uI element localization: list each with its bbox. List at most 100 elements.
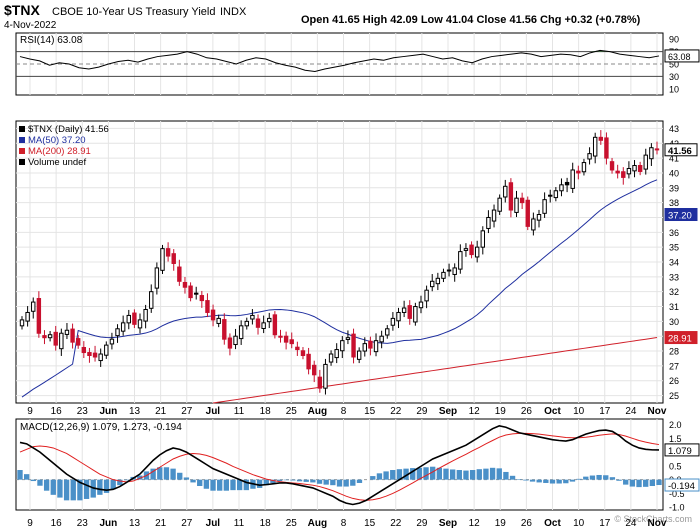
macd-histogram-bar (656, 479, 662, 486)
macd-histogram-bar (529, 479, 536, 482)
macd-x-tick-label: 22 (390, 518, 402, 529)
candle-body (379, 335, 384, 343)
macd-histogram-bar (423, 467, 429, 480)
macd-histogram-bar (37, 479, 43, 486)
rsi-value-label: 63.08 (668, 52, 691, 62)
price-x-tick-label: 22 (390, 406, 402, 417)
macd-histogram-bar (217, 479, 223, 491)
macd-frame (15, 418, 664, 511)
price-tick-label: 28 (669, 347, 679, 357)
candle-body (267, 317, 272, 323)
macd-histogram-bar (203, 479, 210, 489)
ma50-line (21, 179, 658, 398)
candle-body (581, 162, 587, 173)
macd-histogram-bar (543, 479, 549, 483)
candle-body (306, 353, 311, 370)
candle-body (210, 309, 216, 321)
macd-histogram-bar (343, 479, 349, 487)
macd-tick-label: -1.0 (669, 503, 685, 513)
price-x-tick-label: Aug (308, 406, 327, 417)
price-x-tick-label: 9 (27, 406, 33, 417)
candle-body (227, 337, 233, 349)
macd-histogram-bar (449, 469, 456, 480)
macd-histogram-bar (603, 475, 609, 480)
macd-histogram-bar (163, 467, 170, 480)
candle-body (31, 301, 36, 312)
macd-histogram-bar (443, 468, 449, 480)
price-tick-label: 40 (669, 168, 679, 178)
macd-histogram-bar (57, 479, 63, 498)
candle-body (317, 376, 323, 389)
candle-body (36, 298, 42, 334)
candle-body (115, 328, 120, 337)
macd-histogram-bar (30, 479, 36, 482)
macd-histogram-bar (390, 470, 396, 480)
macd-x-tick-label: Nov (648, 518, 667, 529)
price-tick-label: 34 (669, 258, 679, 268)
candle-body (441, 271, 446, 279)
rsi-tick-label: 50 (669, 60, 679, 70)
candle-body (632, 165, 637, 172)
macd-histogram-bar (556, 479, 562, 484)
candle-body (609, 161, 615, 171)
price-tag-ma200 (664, 331, 698, 345)
candle-body (390, 317, 396, 326)
candle-body (194, 292, 199, 295)
macd-histogram-bar (649, 479, 656, 487)
candle-body (486, 216, 491, 229)
candle-body (154, 267, 160, 289)
candle-body (216, 317, 221, 324)
macd-x-tick-label: 19 (495, 518, 507, 529)
legend-entry: MA(200) 28.91 (28, 146, 91, 157)
candle-body (92, 352, 98, 358)
candle-body (649, 147, 654, 160)
macd-x-tick-label: 15 (364, 518, 376, 529)
candle-body (497, 197, 502, 212)
macd-histogram-bar (583, 476, 589, 480)
candle-body (250, 314, 255, 320)
macd-x-tick-label: 12 (469, 518, 481, 529)
macd-histogram-bar (236, 479, 243, 491)
candle-body (469, 244, 474, 256)
price-x-tick-label: 16 (51, 406, 63, 417)
candle-body (98, 353, 103, 362)
macd-histogram-bar (483, 468, 489, 480)
macd-tag-label-macd: 1.079 (668, 446, 692, 457)
candle-body (525, 199, 530, 227)
price-tick-label: 43 (669, 124, 679, 134)
candle-body (177, 266, 182, 282)
macd-histogram-bar (303, 479, 309, 482)
macd-histogram-bar (323, 479, 329, 485)
price-x-tick-label: 19 (495, 406, 507, 417)
macd-histogram-bar (509, 475, 516, 480)
macd-x-tick-label: 13 (129, 518, 141, 529)
macd-x-tick-label: Jun (99, 518, 117, 529)
ohlc-readout: Open 41.65 High 42.09 Low 41.04 Close 41… (301, 14, 641, 26)
macd-histogram-bar (70, 479, 76, 501)
chart-date: 4-Nov-2022 (4, 20, 57, 31)
macd-histogram-bar (376, 473, 383, 480)
candle-body (244, 320, 249, 327)
macd-histogram-bar (296, 479, 303, 482)
macd-histogram-bar (436, 467, 443, 480)
candle-body (255, 318, 261, 328)
macd-histogram-bar (263, 479, 269, 486)
macd-histogram-bar (223, 479, 230, 491)
legend-swatch (19, 148, 25, 154)
candle-body (300, 350, 306, 357)
candle-body (295, 346, 300, 351)
candle-body (503, 185, 508, 198)
macd-histogram-bar (629, 479, 636, 487)
macd-x-tick-label: 11 (234, 518, 245, 529)
macd-histogram-bar (17, 470, 23, 480)
rsi-tick-label: 30 (669, 72, 679, 82)
candle-body (132, 312, 137, 325)
rsi-tick-label: 10 (669, 84, 679, 94)
candle-body (598, 136, 604, 141)
candle-body (109, 338, 115, 345)
macd-histogram-bar (383, 471, 389, 480)
candle-body (592, 136, 598, 157)
candle-body (480, 230, 485, 248)
candle-body (362, 343, 367, 352)
